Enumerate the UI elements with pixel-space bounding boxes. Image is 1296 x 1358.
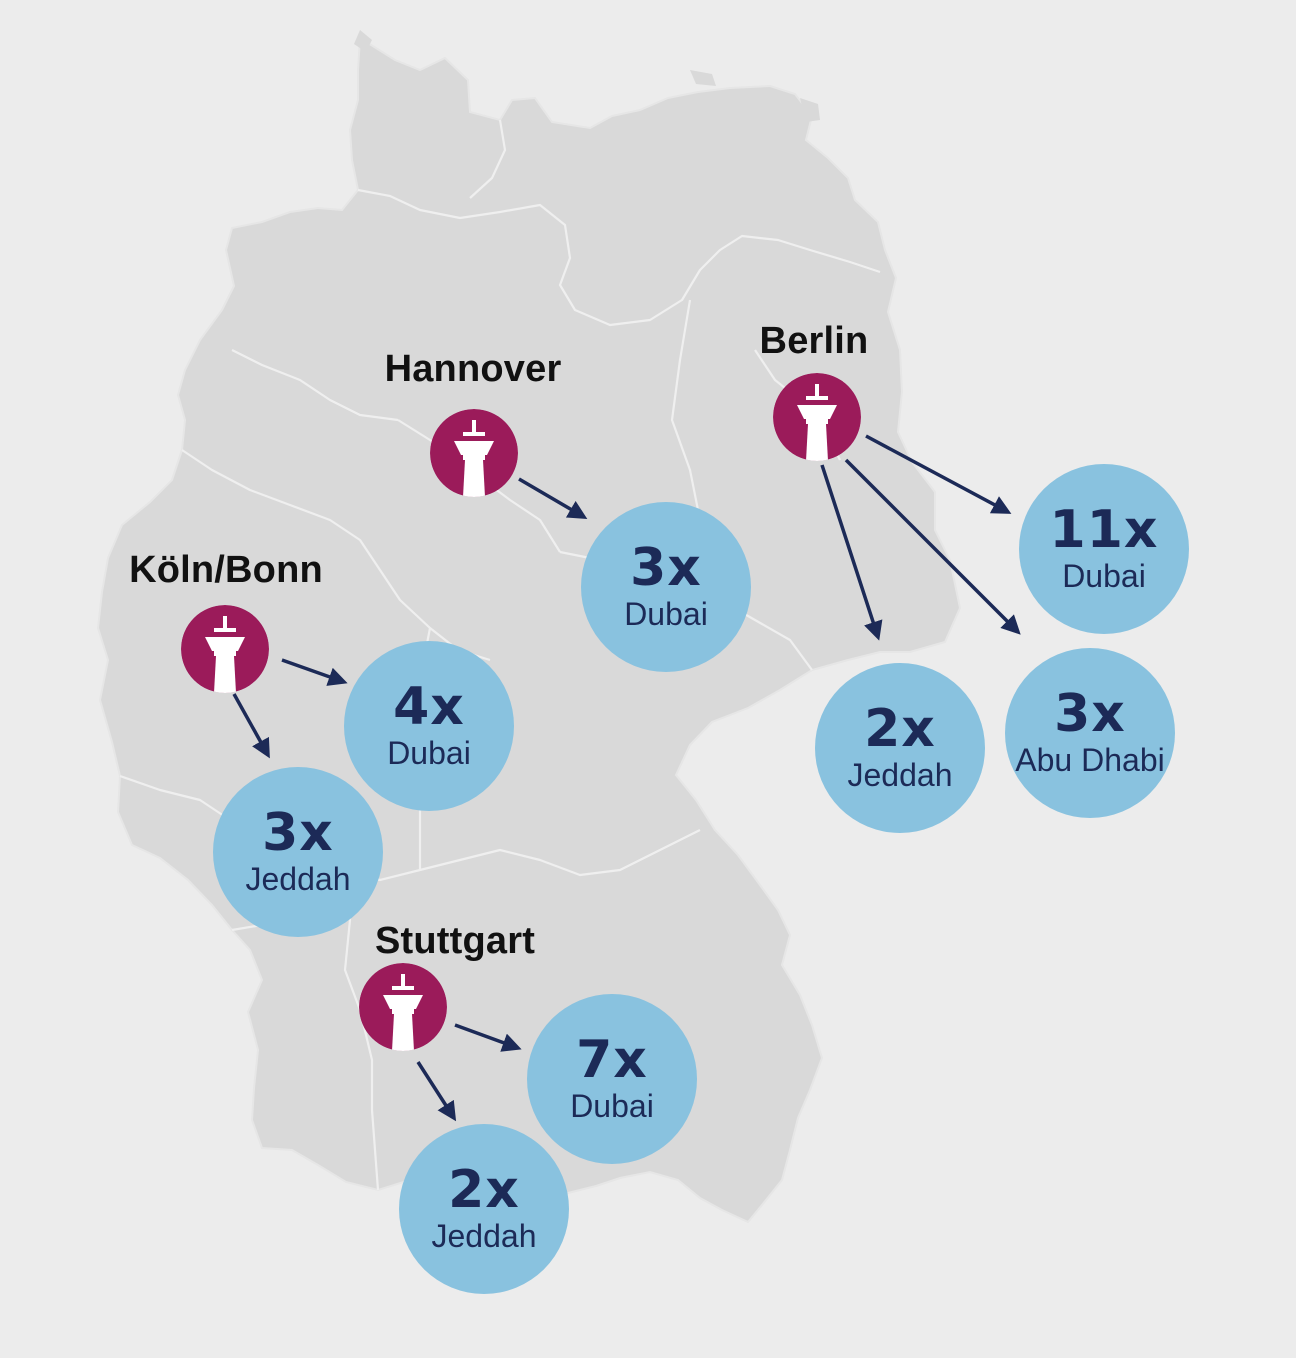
route-count: 2x xyxy=(448,1160,520,1220)
route-destination: Jeddah xyxy=(245,861,351,897)
route-bubble-berlin-jeddah: 2x Jeddah xyxy=(815,663,985,833)
route-bubble-k-ln-bonn-dubai: 4x Dubai xyxy=(344,641,514,811)
route-count: 3x xyxy=(630,538,702,598)
route-destination: Dubai xyxy=(1062,558,1146,594)
route-count: 3x xyxy=(262,803,334,863)
route-destination: Dubai xyxy=(387,735,471,771)
city-label-hannover: Hannover xyxy=(384,348,562,390)
route-bubble-berlin-dubai: 11x Dubai xyxy=(1019,464,1189,634)
route-bubble-k-ln-bonn-jeddah: 3x Jeddah xyxy=(213,767,383,937)
city-label-stuttgart: Stuttgart xyxy=(374,920,536,962)
route-destination: Dubai xyxy=(570,1088,654,1124)
route-destination: Jeddah xyxy=(431,1218,537,1254)
city-label-k-ln-bonn: Köln/Bonn xyxy=(129,549,323,591)
route-arrow-berlin-dubai xyxy=(865,434,1012,514)
route-bubble-berlin-abu-dhabi: 3x Abu Dhabi xyxy=(1005,648,1175,818)
route-bubble-stuttgart-jeddah: 2x Jeddah xyxy=(399,1124,569,1294)
route-count: 7x xyxy=(576,1030,648,1090)
route-count: 3x xyxy=(1054,684,1126,744)
route-bubble-stuttgart-dubai: 7x Dubai xyxy=(527,994,697,1164)
control-tower-icon xyxy=(181,605,269,693)
route-arrow-stuttgart-dubai xyxy=(454,1023,522,1052)
city-label-berlin: Berlin xyxy=(759,320,869,362)
route-bubble-hannover-dubai: 3x Dubai xyxy=(581,502,751,672)
route-arrow-stuttgart-jeddah xyxy=(416,1061,457,1122)
route-arrows xyxy=(232,434,1021,1122)
islands xyxy=(354,30,820,122)
route-arrow-k-ln-bonn-dubai xyxy=(281,658,348,686)
control-tower-icon xyxy=(430,409,518,497)
route-destination: Jeddah xyxy=(847,757,953,793)
route-destination: Dubai xyxy=(624,596,708,632)
route-count: 4x xyxy=(393,677,465,737)
route-arrow-hannover-dubai xyxy=(518,477,588,519)
route-arrow-berlin-jeddah xyxy=(820,464,883,641)
route-count: 11x xyxy=(1049,500,1159,560)
route-count: 2x xyxy=(864,699,936,759)
control-tower-icon xyxy=(359,963,447,1051)
route-destination: Abu Dhabi xyxy=(1015,742,1165,778)
control-tower-icon xyxy=(773,373,861,461)
route-arrow-berlin-abu-dhabi xyxy=(844,458,1021,635)
route-arrow-k-ln-bonn-jeddah xyxy=(232,693,270,759)
